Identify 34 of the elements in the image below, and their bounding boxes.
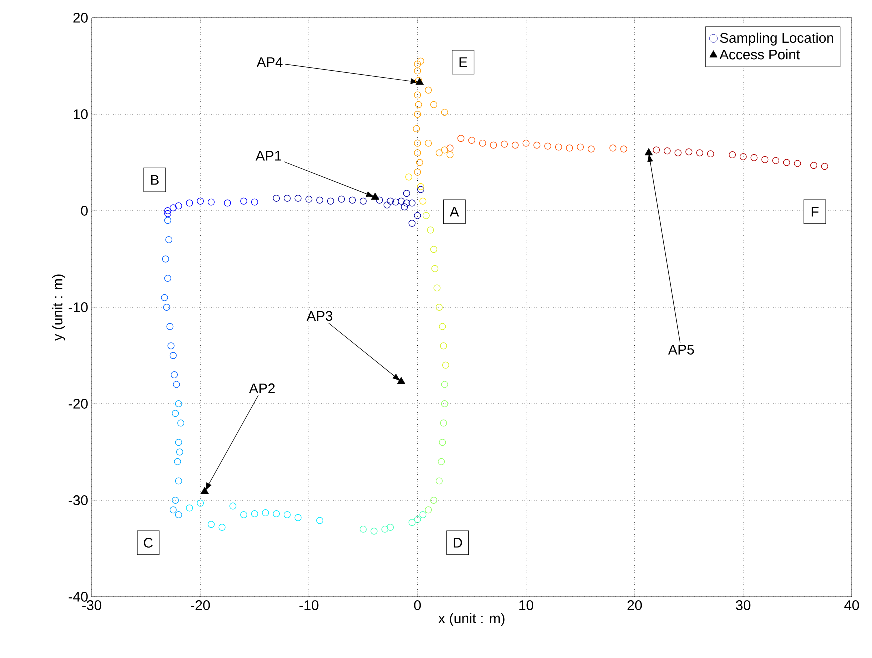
x-axis-title: x (unit : m) (438, 613, 505, 626)
x-tick-label: -20 (191, 600, 210, 610)
annotation: F (812, 207, 819, 217)
annotation: AP1 (256, 151, 282, 161)
point (371, 192, 380, 200)
x-tick-label: -10 (300, 600, 319, 610)
annotation: AP2 (249, 384, 275, 394)
legend-label: Sampling Location (720, 32, 834, 46)
y-tick-label: 10 (74, 110, 88, 120)
x-tick-label: -30 (82, 600, 102, 610)
y-tick-label: 0 (81, 206, 88, 216)
annotation: B (151, 175, 159, 185)
x-tick-label: 40 (844, 600, 860, 610)
y-tick-label: -20 (68, 399, 88, 409)
annotation: A (450, 207, 460, 217)
point (397, 377, 406, 384)
point (200, 487, 209, 494)
y-tick-label: -10 (68, 302, 88, 312)
x-tick-label: 20 (628, 600, 642, 610)
annotation: AP5 (668, 345, 694, 355)
y-tick-label: -40 (68, 592, 88, 602)
x-tick-label: 10 (520, 600, 534, 610)
y-tick-label: -30 (68, 496, 88, 506)
annotation: AP3 (306, 311, 333, 322)
legend-label: Access Point (720, 49, 800, 60)
annotation: AP4 (256, 58, 283, 68)
x-tick-label: 30 (736, 600, 751, 610)
x-tick-label: 0 (414, 600, 422, 610)
point (644, 148, 654, 156)
annotation: C (144, 538, 153, 548)
annotation: E (460, 58, 468, 68)
annotation: D (454, 538, 462, 548)
y-axis-title: y (unit : m) (52, 274, 66, 342)
y-tick-label: 20 (74, 13, 88, 23)
